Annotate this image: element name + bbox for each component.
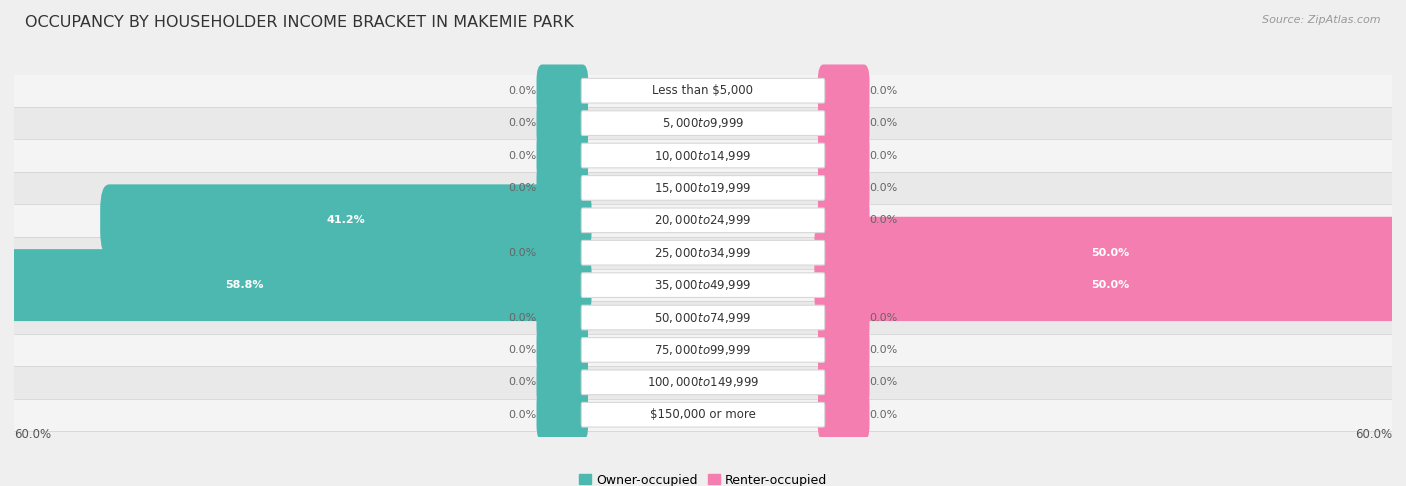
- FancyBboxPatch shape: [537, 97, 588, 149]
- FancyBboxPatch shape: [818, 65, 869, 117]
- Bar: [14, 334, 1392, 366]
- FancyBboxPatch shape: [537, 129, 588, 182]
- FancyBboxPatch shape: [581, 78, 825, 103]
- Text: 41.2%: 41.2%: [326, 215, 366, 226]
- FancyBboxPatch shape: [537, 388, 588, 441]
- Bar: [14, 366, 1392, 399]
- FancyBboxPatch shape: [581, 208, 825, 233]
- Text: 0.0%: 0.0%: [869, 410, 898, 420]
- Text: $150,000 or more: $150,000 or more: [650, 408, 756, 421]
- Bar: [14, 139, 1392, 172]
- Text: 0.0%: 0.0%: [508, 377, 537, 387]
- FancyBboxPatch shape: [537, 291, 588, 344]
- Bar: [14, 172, 1392, 204]
- Text: $5,000 to $9,999: $5,000 to $9,999: [662, 116, 744, 130]
- Text: $35,000 to $49,999: $35,000 to $49,999: [654, 278, 752, 292]
- Bar: [14, 74, 1392, 107]
- FancyBboxPatch shape: [581, 111, 825, 136]
- FancyBboxPatch shape: [537, 324, 588, 376]
- Text: 0.0%: 0.0%: [508, 312, 537, 323]
- Text: Less than $5,000: Less than $5,000: [652, 84, 754, 97]
- FancyBboxPatch shape: [537, 356, 588, 409]
- FancyBboxPatch shape: [814, 249, 1406, 321]
- Text: $10,000 to $14,999: $10,000 to $14,999: [654, 149, 752, 162]
- Text: 0.0%: 0.0%: [508, 118, 537, 128]
- Text: 0.0%: 0.0%: [869, 215, 898, 226]
- Text: $25,000 to $34,999: $25,000 to $34,999: [654, 246, 752, 260]
- Text: $75,000 to $99,999: $75,000 to $99,999: [654, 343, 752, 357]
- Text: $15,000 to $19,999: $15,000 to $19,999: [654, 181, 752, 195]
- Bar: [14, 301, 1392, 334]
- FancyBboxPatch shape: [537, 162, 588, 214]
- Legend: Owner-occupied, Renter-occupied: Owner-occupied, Renter-occupied: [574, 469, 832, 486]
- FancyBboxPatch shape: [818, 97, 869, 149]
- FancyBboxPatch shape: [818, 226, 869, 279]
- Text: 0.0%: 0.0%: [869, 183, 898, 193]
- Text: 0.0%: 0.0%: [869, 312, 898, 323]
- Text: $20,000 to $24,999: $20,000 to $24,999: [654, 213, 752, 227]
- FancyBboxPatch shape: [0, 249, 592, 321]
- FancyBboxPatch shape: [818, 162, 869, 214]
- Text: 0.0%: 0.0%: [869, 118, 898, 128]
- Text: Source: ZipAtlas.com: Source: ZipAtlas.com: [1263, 15, 1381, 25]
- Text: 0.0%: 0.0%: [508, 345, 537, 355]
- Bar: [14, 399, 1392, 431]
- Text: OCCUPANCY BY HOUSEHOLDER INCOME BRACKET IN MAKEMIE PARK: OCCUPANCY BY HOUSEHOLDER INCOME BRACKET …: [25, 15, 574, 30]
- Text: 50.0%: 50.0%: [1091, 280, 1130, 290]
- FancyBboxPatch shape: [818, 291, 869, 344]
- Text: $100,000 to $149,999: $100,000 to $149,999: [647, 375, 759, 389]
- FancyBboxPatch shape: [818, 388, 869, 441]
- FancyBboxPatch shape: [581, 370, 825, 395]
- Bar: [14, 269, 1392, 301]
- FancyBboxPatch shape: [818, 356, 869, 409]
- FancyBboxPatch shape: [818, 259, 869, 312]
- FancyBboxPatch shape: [581, 402, 825, 427]
- Text: 50.0%: 50.0%: [1091, 248, 1130, 258]
- Text: 0.0%: 0.0%: [508, 183, 537, 193]
- FancyBboxPatch shape: [818, 194, 869, 246]
- Text: 60.0%: 60.0%: [14, 428, 51, 441]
- FancyBboxPatch shape: [581, 338, 825, 362]
- Bar: [14, 107, 1392, 139]
- FancyBboxPatch shape: [818, 324, 869, 376]
- Bar: [14, 204, 1392, 237]
- FancyBboxPatch shape: [581, 143, 825, 168]
- FancyBboxPatch shape: [100, 184, 592, 256]
- Text: 0.0%: 0.0%: [508, 410, 537, 420]
- Text: 0.0%: 0.0%: [869, 86, 898, 96]
- Text: $50,000 to $74,999: $50,000 to $74,999: [654, 311, 752, 325]
- FancyBboxPatch shape: [818, 129, 869, 182]
- Bar: [14, 237, 1392, 269]
- FancyBboxPatch shape: [581, 175, 825, 200]
- Text: 0.0%: 0.0%: [869, 377, 898, 387]
- Text: 60.0%: 60.0%: [1355, 428, 1392, 441]
- FancyBboxPatch shape: [581, 305, 825, 330]
- Text: 58.8%: 58.8%: [225, 280, 264, 290]
- Text: 0.0%: 0.0%: [508, 248, 537, 258]
- FancyBboxPatch shape: [581, 273, 825, 297]
- FancyBboxPatch shape: [537, 65, 588, 117]
- Text: 0.0%: 0.0%: [869, 151, 898, 160]
- FancyBboxPatch shape: [537, 259, 588, 312]
- Text: 0.0%: 0.0%: [508, 151, 537, 160]
- Text: 0.0%: 0.0%: [869, 345, 898, 355]
- FancyBboxPatch shape: [537, 194, 588, 246]
- Text: 0.0%: 0.0%: [508, 86, 537, 96]
- FancyBboxPatch shape: [814, 217, 1406, 289]
- FancyBboxPatch shape: [581, 241, 825, 265]
- FancyBboxPatch shape: [537, 226, 588, 279]
